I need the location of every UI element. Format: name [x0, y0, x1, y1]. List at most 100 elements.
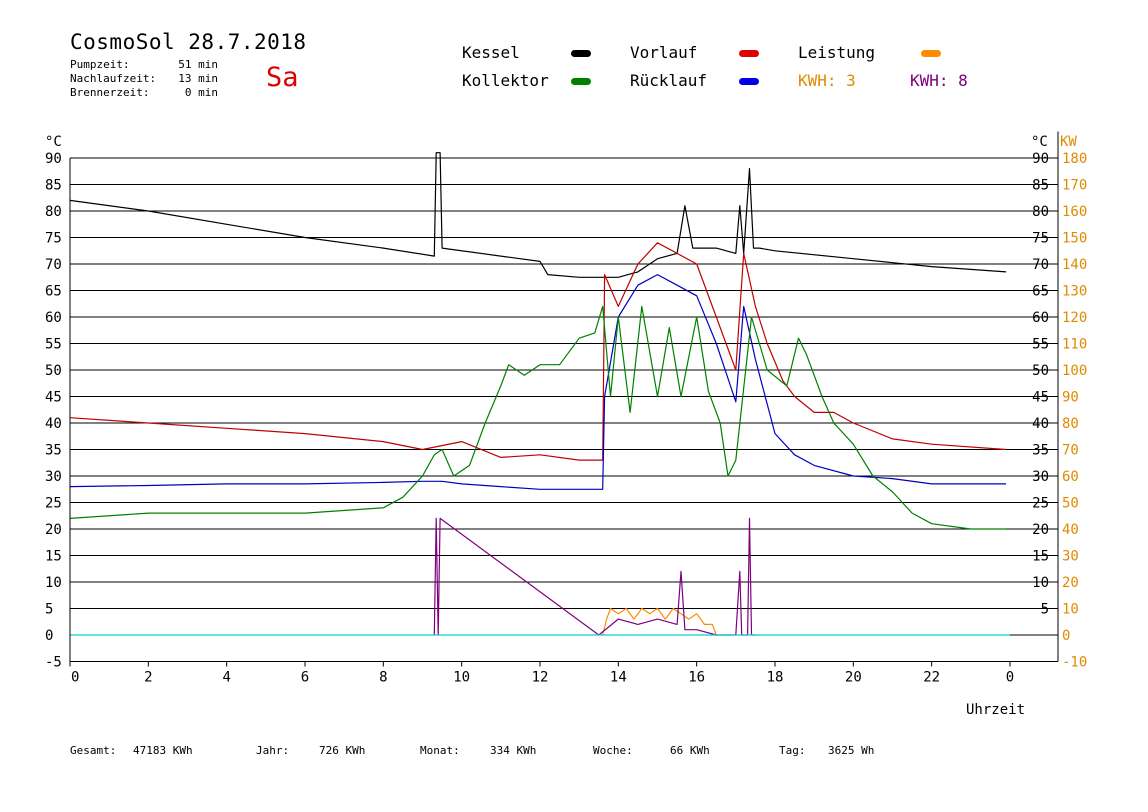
legend-label-vorlauf: Vorlauf: [630, 43, 698, 62]
y-tick-right: 20: [1032, 522, 1049, 538]
y-tick-left: 10: [45, 575, 62, 591]
kwh-label-total: KWH: 8: [910, 71, 968, 90]
y-tick-left: 45: [45, 390, 62, 406]
x-tick-label: 10: [453, 670, 470, 686]
y-tick-kw: 170: [1062, 178, 1087, 194]
footer-value-monat: 334 KWh: [490, 744, 537, 757]
y-tick-right: 40: [1032, 416, 1049, 432]
y-tick-kw: 100: [1062, 363, 1087, 379]
y-tick-right: 35: [1032, 443, 1049, 459]
y-tick-kw: 60: [1062, 469, 1079, 485]
footer-value-tag: 3625 Wh: [828, 744, 875, 757]
stat-label-nachlaufzeit: Nachlaufzeit:: [70, 72, 157, 85]
y-tick-kw: 10: [1062, 602, 1079, 618]
y-tick-kw: 30: [1062, 549, 1079, 565]
y-tick-right: 30: [1032, 469, 1049, 485]
legend-swatch-vorlauf: [739, 50, 759, 57]
x-tick-label: 4: [222, 670, 230, 686]
y-tick-right: 50: [1032, 363, 1049, 379]
y-tick-right: 5: [1041, 602, 1049, 618]
y-tick-kw: 160: [1062, 204, 1087, 220]
y-tick-left: 65: [45, 284, 62, 300]
y-tick-left: 50: [45, 363, 62, 379]
y-axis-unit-right: °C: [1031, 134, 1048, 150]
legend-swatch-ruecklauf: [739, 78, 759, 85]
y-tick-kw: 150: [1062, 231, 1087, 247]
y-tick-right: 85: [1032, 178, 1049, 194]
x-tick-label: 12: [532, 670, 549, 686]
y-tick-right: 10: [1032, 575, 1049, 591]
stat-value-pumpzeit: 51 min: [178, 58, 218, 71]
y-tick-kw: -10: [1062, 655, 1087, 671]
x-tick-label: 18: [767, 670, 784, 686]
y-tick-kw: 80: [1062, 416, 1079, 432]
y-tick-kw: 110: [1062, 337, 1087, 353]
y-tick-kw: 90: [1062, 390, 1079, 406]
y-tick-kw: 40: [1062, 522, 1079, 538]
y-tick-kw: 140: [1062, 257, 1087, 273]
footer-label-jahr: Jahr:: [256, 744, 290, 757]
y-tick-left: 40: [45, 416, 62, 432]
footer-value-woche: 66 KWh: [670, 744, 710, 757]
x-tick-label: 22: [923, 670, 940, 686]
legend-label-kollektor: Kollektor: [462, 71, 549, 90]
y-tick-kw: 180: [1062, 151, 1087, 167]
y-tick-right: 80: [1032, 204, 1049, 220]
y-tick-right: 70: [1032, 257, 1049, 273]
stat-label-pumpzeit: Pumpzeit:: [70, 58, 130, 71]
y-tick-right: 45: [1032, 390, 1049, 406]
x-tick-label: 0: [71, 670, 79, 686]
series-line-rcklauf: [69, 274, 1007, 490]
x-tick-label: 2: [144, 670, 152, 686]
x-tick-label: 8: [379, 670, 387, 686]
footer-label-woche: Woche:: [593, 744, 633, 757]
series-line-kessel: [69, 152, 1007, 278]
y-tick-right: 65: [1032, 284, 1049, 300]
y-tick-left: 75: [45, 231, 62, 247]
x-tick-label: 6: [301, 670, 309, 686]
y-tick-left: 20: [45, 522, 62, 538]
y-tick-left: 90: [45, 151, 62, 167]
stat-value-brennerzeit: 0 min: [184, 86, 218, 99]
y-tick-left: 25: [45, 496, 62, 512]
y-tick-right: 15: [1032, 549, 1049, 565]
y-tick-right: 90: [1032, 151, 1049, 167]
y-tick-right: 55: [1032, 337, 1049, 353]
x-tick-label: 20: [845, 670, 862, 686]
legend-swatch-leistung: [921, 50, 941, 57]
y-tick-kw: 0: [1062, 628, 1070, 644]
x-tick-label: 16: [688, 670, 705, 686]
stat-label-brennerzeit: Brennerzeit:: [70, 86, 150, 99]
series-line-kwh: [433, 517, 756, 636]
y-tick-left: 70: [45, 257, 62, 273]
y-tick-kw: 50: [1062, 496, 1079, 512]
x-tick-label: 0: [1006, 670, 1014, 686]
kwh-label-leistung: KWH: 3: [798, 71, 856, 90]
y-tick-left: 55: [45, 337, 62, 353]
y-tick-left: -5: [45, 655, 62, 671]
legend-label-kessel: Kessel: [462, 43, 520, 62]
footer-value-gesamt: 47183 KWh: [133, 744, 193, 757]
y-tick-left: 15: [45, 549, 62, 565]
x-axis-label: Uhrzeit: [966, 702, 1025, 718]
y-tick-left: 60: [45, 310, 62, 326]
y-tick-left: 85: [45, 178, 62, 194]
y-tick-kw: 130: [1062, 284, 1087, 300]
footer-label-monat: Monat:: [420, 744, 460, 757]
y-tick-right: 75: [1032, 231, 1049, 247]
y-tick-kw: 120: [1062, 310, 1087, 326]
y-tick-left: 30: [45, 469, 62, 485]
y-tick-kw: 70: [1062, 443, 1079, 459]
legend-label-ruecklauf: Rücklauf: [630, 71, 708, 90]
y-tick-left: 35: [45, 443, 62, 459]
y-axis-unit-kw: KW: [1060, 134, 1077, 150]
series-line-leistung: [602, 607, 717, 636]
y-axis-unit-left: °C: [45, 134, 62, 150]
y-tick-right: 25: [1032, 496, 1049, 512]
y-tick-left: 0: [45, 628, 53, 644]
series-line-kollektor: [69, 305, 1007, 530]
y-tick-left: 80: [45, 204, 62, 220]
footer-label-gesamt: Gesamt:: [70, 744, 117, 757]
y-tick-left: 5: [45, 602, 53, 618]
